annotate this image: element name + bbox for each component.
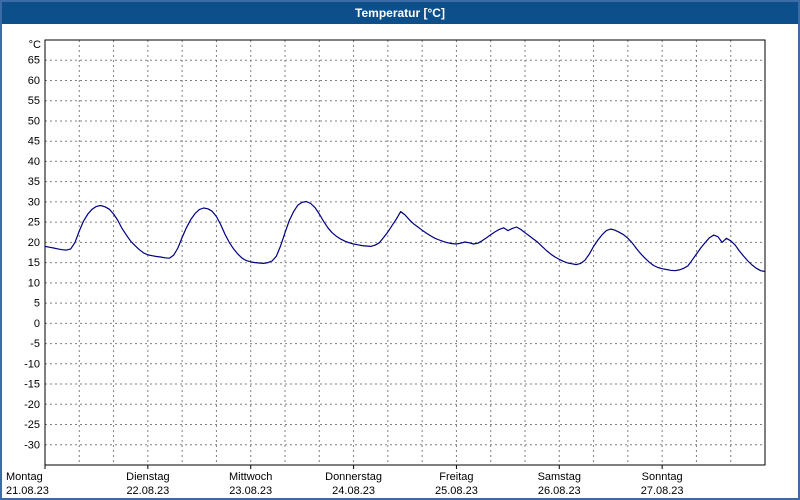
y-tick-label: 55 <box>28 95 40 107</box>
plot-background <box>45 40 765 465</box>
x-day-date-label: 23.08.23 <box>229 485 272 497</box>
y-tick-label: 5 <box>34 298 40 310</box>
y-tick-label: 50 <box>28 115 40 127</box>
x-day-name-label: Freitag <box>439 471 473 483</box>
chart-area: °C 65 60 55 50 45 40 35 30 25 20 15 10 5 0 -5 -10 -15 -20-… <box>2 24 798 498</box>
temperature-series-line <box>44 200 766 273</box>
y-tick-label: -30 <box>24 439 40 451</box>
y-tick-label: -15 <box>24 379 40 391</box>
y-tick-label: 60 <box>28 75 40 87</box>
x-day-date-label: 27.08.23 <box>641 485 684 497</box>
y-tick-label: -10 <box>24 358 40 370</box>
x-day-date-label: 24.08.23 <box>332 485 375 497</box>
y-tick-label: 0 <box>34 318 40 330</box>
y-tick-label: 15 <box>28 257 40 269</box>
y-tick-label: 25 <box>28 217 40 229</box>
y-axis-unit-label: °C <box>29 39 41 51</box>
x-day-name-label: Montag <box>6 471 43 483</box>
y-tick-label: 20 <box>28 237 40 249</box>
x-day-date-label: 26.08.23 <box>538 485 581 497</box>
y-tick-label: 65 <box>28 55 40 67</box>
y-tick-label: 10 <box>28 277 40 289</box>
y-tick-label: 35 <box>28 176 40 188</box>
y-tick-label: -20 <box>24 399 40 411</box>
y-tick-label: 30 <box>28 196 40 208</box>
y-tick-label: -25 <box>24 419 40 431</box>
x-day-name-label: Donnerstag <box>325 471 382 483</box>
plot-border <box>44 39 766 466</box>
y-tick-label: -5 <box>30 338 40 350</box>
x-day-date-label: 25.08.23 <box>435 485 478 497</box>
temperature-chart: °C65605550454035302520151050-5-10-15-20-… <box>6 39 766 497</box>
window-title: Temperatur [°C] <box>2 2 798 24</box>
x-day-name-label: Sonntag <box>642 471 683 483</box>
y-tick-label: 40 <box>28 156 40 168</box>
x-day-date-label: 21.08.23 <box>6 485 49 497</box>
x-day-name-label: Mittwoch <box>229 471 272 483</box>
y-tick-label: 45 <box>28 136 40 148</box>
x-day-date-label: 22.08.23 <box>126 485 169 497</box>
x-day-name-label: Dienstag <box>126 471 169 483</box>
x-day-name-label: Samstag <box>538 471 581 483</box>
